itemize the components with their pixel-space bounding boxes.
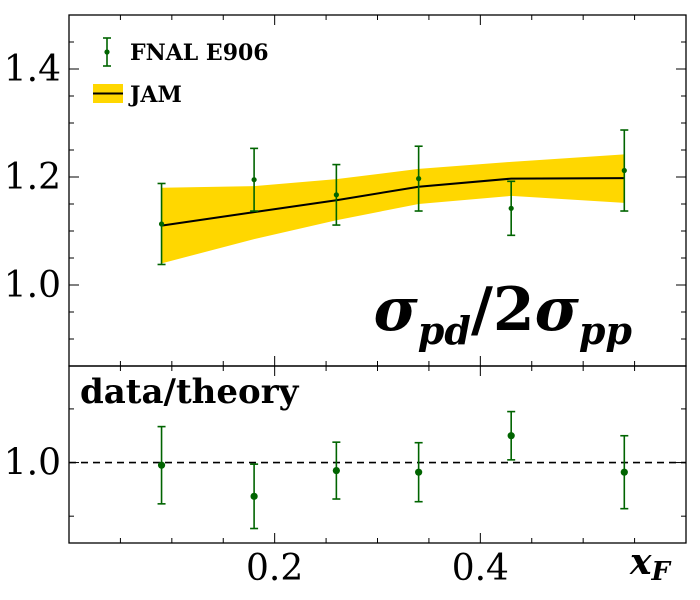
bottom-panel: 1.0 0.2 0.4 data/theory xF [4, 365, 687, 589]
data-point [507, 432, 515, 440]
data-point [250, 492, 258, 500]
data-point [157, 461, 166, 469]
data-point [508, 205, 514, 211]
data-point [332, 466, 340, 475]
data-point [620, 468, 628, 476]
y-tick-label: 1.4 [4, 49, 61, 90]
sigma-symbol: σ [374, 275, 419, 345]
legend-point-icon [104, 49, 110, 55]
data-point [621, 167, 627, 174]
legend-label-fnal: FNAL E906 [130, 40, 269, 66]
data-theory-label: data/theory [80, 372, 300, 412]
jam-line [161, 177, 625, 227]
jam-band [161, 154, 625, 264]
x-tick-label: 0.4 [452, 548, 509, 589]
x-axis-sub: F [650, 557, 671, 587]
data-point [416, 176, 422, 182]
ratio-annotation: σpd/2σpp [374, 275, 633, 353]
subscript-pp: pp [579, 308, 633, 353]
legend-label-jam: JAM [128, 82, 182, 108]
data-point [158, 221, 165, 227]
data-point [251, 177, 257, 183]
data-point [415, 468, 423, 476]
y-tick-label: 1.0 [4, 265, 61, 306]
x-axis-label: xF [629, 541, 671, 587]
sigma-symbol: σ [535, 275, 580, 345]
slash-two: /2 [471, 275, 535, 345]
x-tick-label: 0.2 [246, 548, 303, 589]
x-axis-main: x [629, 541, 652, 583]
y-tick-label: 1.0 [4, 443, 61, 484]
y-tick-label: 1.2 [4, 157, 61, 198]
subscript-pd: pd [418, 308, 471, 353]
data-point [333, 192, 339, 198]
